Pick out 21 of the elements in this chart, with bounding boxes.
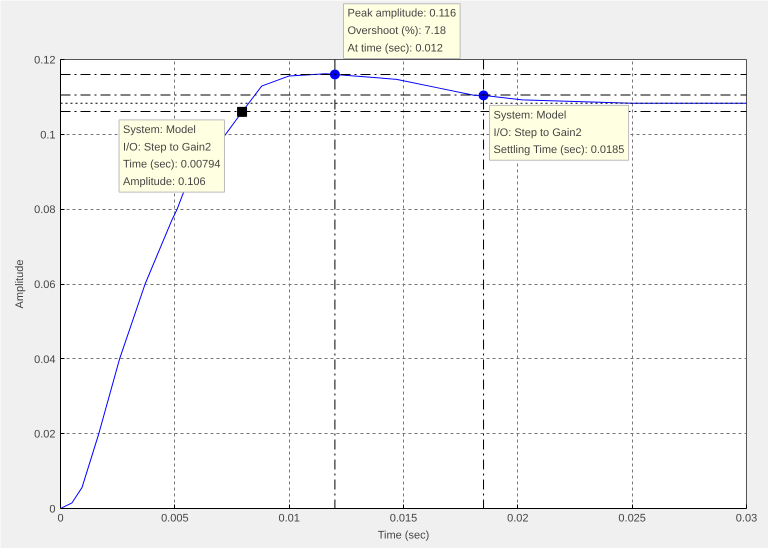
y-tick-label: 0.08: [34, 204, 56, 216]
x-tick-label: 0.005: [161, 512, 189, 524]
text: Peak amplitude: 0.116 Overshoot (%): 7.18 At time (sec): 0.012: [348, 8, 456, 54]
annotation: System: Model I/O: Step to Gain2 Settling Time (sec): 0.0185: [494, 109, 624, 156]
x-tick-label: 0.015: [390, 512, 418, 524]
x-tick-label: 0: [57, 512, 64, 524]
annotation: System: Model I/O: Step to Gain2 Time (sec): 0.00794 Amplitude: 0.106: [123, 124, 220, 188]
point: [237, 106, 248, 117]
y-tick-label: 0.12: [34, 54, 56, 66]
y-axis-title: Amplitude: [14, 260, 26, 308]
y-tick-label: 0.1: [40, 129, 56, 142]
x-tick-label: 0.025: [618, 512, 646, 524]
y-tick-label: 0.02: [34, 428, 56, 441]
point: [330, 69, 340, 80]
y-tick-label: 0.04: [34, 354, 56, 366]
x-axis-title: Time (sec): [378, 530, 430, 542]
y-tick-label: 0.06: [34, 279, 56, 291]
x-tick-label: 0.02: [507, 512, 529, 524]
y-tick-label: 0: [49, 504, 56, 516]
x-tick-label: 0.01: [278, 512, 300, 524]
x-tick-label: 0.03: [736, 512, 758, 524]
